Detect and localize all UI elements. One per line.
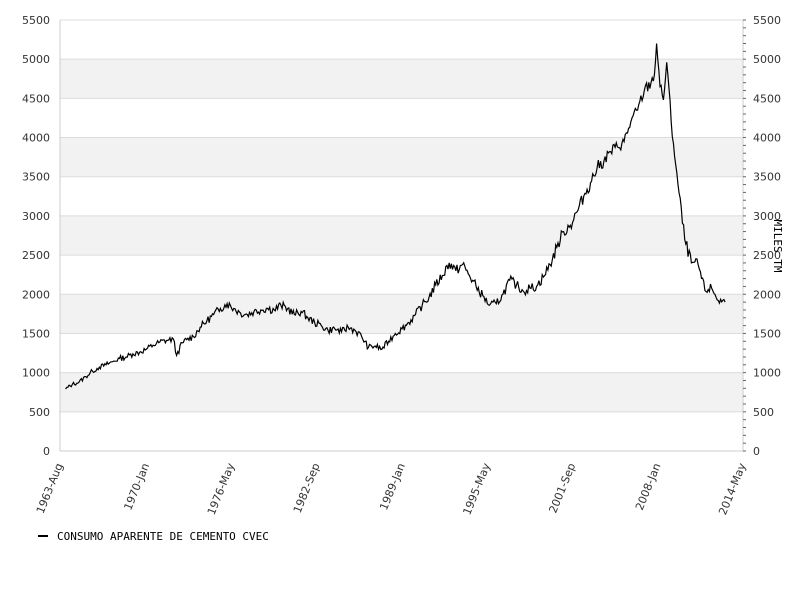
plot-band bbox=[60, 98, 743, 138]
x-tick-label: 1989-Jan bbox=[377, 461, 408, 512]
plot-band bbox=[60, 59, 743, 99]
x-tick-label: 2001-Sep bbox=[547, 461, 579, 515]
y-tick-label-left: 1500 bbox=[22, 327, 50, 340]
y-tick-label-right: 3500 bbox=[753, 171, 781, 184]
x-tick-label: 1995-May bbox=[461, 461, 494, 517]
y-tick-label-left: 500 bbox=[29, 406, 50, 419]
y-tick-label-left: 2000 bbox=[22, 288, 50, 301]
legend: CONSUMO APARENTE DE CEMENTO CVEC bbox=[38, 530, 269, 543]
plot-band bbox=[60, 176, 743, 216]
y-tick-label-right: 2000 bbox=[753, 288, 781, 301]
legend-label: CONSUMO APARENTE DE CEMENTO CVEC bbox=[57, 530, 269, 543]
y-tick-label-right: 4000 bbox=[753, 132, 781, 145]
right-y-axis-ticks: 0 500 1000 1500 2000 2500 3000 3500 4000 4500 5000… bbox=[743, 14, 781, 458]
y-tick-label-left: 3500 bbox=[22, 171, 50, 184]
x-tick-label: 2008-Jan bbox=[633, 461, 664, 512]
y-tick-label-left: 1000 bbox=[22, 367, 50, 380]
y-tick-label-right: 1000 bbox=[753, 367, 781, 380]
y-tick-label-left: 4000 bbox=[22, 132, 50, 145]
x-axis-ticks: 1963-Aug 1970-Jan 1976-May 1982-Sep 1989-Jan… bbox=[34, 461, 749, 517]
x-tick-label: 1970-Jan bbox=[122, 461, 153, 512]
y-tick-label-left: 5000 bbox=[22, 53, 50, 66]
horizontal-gridlines bbox=[60, 19, 743, 452]
plot-band bbox=[60, 255, 743, 295]
y-tick-label-right: 1500 bbox=[753, 327, 781, 340]
y-tick-label-left: 4500 bbox=[22, 92, 50, 105]
plot-background-bands bbox=[60, 20, 743, 451]
y-tick-label-right: 5000 bbox=[753, 53, 781, 66]
x-tick-label: 1982-Sep bbox=[291, 461, 323, 515]
x-tick-label: 1963-Aug bbox=[34, 461, 66, 515]
y-tick-label-right: 500 bbox=[753, 406, 774, 419]
y-tick-label-right: 0 bbox=[753, 445, 760, 458]
series-line-consumo-cemento bbox=[65, 43, 726, 390]
y-tick-label-right: 3000 bbox=[753, 210, 781, 223]
y-tick-label-right: 2500 bbox=[753, 249, 781, 262]
plot-band bbox=[60, 333, 743, 373]
y-tick-label-left: 3000 bbox=[22, 210, 50, 223]
plot-band bbox=[60, 411, 743, 451]
y-tick-label-left: 0 bbox=[43, 445, 50, 458]
right-y-axis-label: MILES TM bbox=[771, 220, 784, 273]
x-tick-label: 1976-May bbox=[205, 461, 238, 517]
y-tick-label-left: 2500 bbox=[22, 249, 50, 262]
axes bbox=[59, 20, 744, 452]
plot-band bbox=[60, 294, 743, 334]
x-tick-label: 2014-May bbox=[716, 461, 749, 517]
plot-band bbox=[60, 372, 743, 412]
plot-band bbox=[60, 215, 743, 256]
y-tick-label-right: 4500 bbox=[753, 92, 781, 105]
plot-band bbox=[60, 137, 743, 177]
y-tick-label-left: 5500 bbox=[22, 14, 50, 27]
plot-band bbox=[60, 20, 743, 60]
left-y-axis-ticks: 0 500 1000 1500 2000 2500 3000 3500 4000 4500 5000… bbox=[22, 14, 50, 458]
y-tick-label-right: 5500 bbox=[753, 14, 781, 27]
